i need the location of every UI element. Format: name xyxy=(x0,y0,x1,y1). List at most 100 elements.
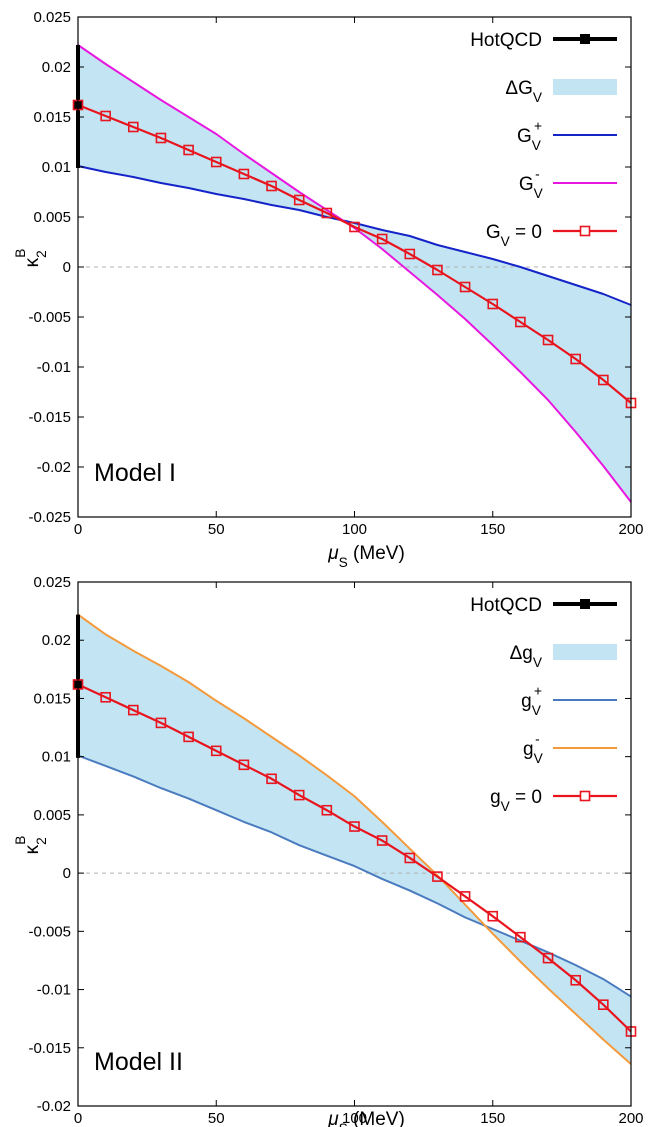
y-tick-label: 0 xyxy=(63,259,71,276)
data-point xyxy=(570,974,582,986)
data-point xyxy=(598,374,609,386)
data-point xyxy=(210,156,222,168)
data-point xyxy=(459,891,471,902)
legend-label: HotQCD xyxy=(470,595,542,616)
legend-entry: ΔgV xyxy=(510,643,617,670)
x-tick-label: 0 xyxy=(74,1110,82,1127)
data-point xyxy=(404,852,416,864)
band-area xyxy=(78,614,631,1065)
model-annotation: Model I xyxy=(94,459,176,487)
legend-label: GV = 0 xyxy=(486,222,542,249)
y-tick-label: 0.025 xyxy=(33,9,71,26)
data-point xyxy=(598,999,609,1010)
data-point xyxy=(238,168,250,180)
legend-marker xyxy=(580,599,590,609)
y-tick-label: 0.01 xyxy=(42,159,71,176)
x-tick-label: 50 xyxy=(208,521,225,538)
data-point xyxy=(515,316,526,328)
x-tick-label: 150 xyxy=(480,521,505,538)
legend-entry: ΔGV xyxy=(505,78,617,105)
legend-entry: HotQCD xyxy=(470,30,617,51)
data-point xyxy=(459,281,471,293)
y-tick-label: -0.015 xyxy=(28,409,71,426)
model-annotation: Model II xyxy=(94,1048,183,1076)
data-point xyxy=(432,871,443,882)
data-point xyxy=(266,773,277,785)
legend-marker xyxy=(579,790,591,802)
legend-swatch xyxy=(553,79,617,95)
legend-entry: GV = 0 xyxy=(486,222,617,249)
y-tick-label: 0.005 xyxy=(33,807,71,824)
x-tick-label: 50 xyxy=(208,1110,225,1127)
chart-panel-1: 0 50 100 150 2000.0250.020.0150.010.0050-0.0… xyxy=(13,9,644,570)
legend-entry: HotQCD xyxy=(470,595,617,616)
data-point xyxy=(321,207,333,219)
y-tick-label: 0.015 xyxy=(33,109,71,126)
y-tick-label: -0.005 xyxy=(28,923,71,940)
data-point xyxy=(293,194,305,206)
data-point xyxy=(128,704,139,716)
data-point xyxy=(487,298,499,310)
y-axis-label: κ2B xyxy=(13,249,48,268)
y-tick-label: 0.005 xyxy=(33,209,71,226)
legend-entry: gV+ xyxy=(521,683,617,718)
y-tick-label: -0.02 xyxy=(37,1098,71,1115)
x-tick-label: 100 xyxy=(342,521,367,538)
legend-label: GV- xyxy=(519,166,544,200)
legend-swatch xyxy=(553,644,617,660)
data-point xyxy=(266,180,277,192)
data-point xyxy=(376,233,388,245)
x-tick-label: 200 xyxy=(618,1110,643,1127)
y-axis-label: κ2B xyxy=(13,836,48,855)
legend-label: gV- xyxy=(523,731,544,765)
data-point xyxy=(570,353,582,365)
y-tick-label: -0.01 xyxy=(37,359,71,376)
data-point xyxy=(432,264,443,276)
series-line-main xyxy=(77,103,632,404)
data-point xyxy=(210,745,222,757)
data-point xyxy=(128,121,139,133)
legend-label: HotQCD xyxy=(470,30,542,51)
data-point xyxy=(100,691,111,703)
x-tick-label: 0 xyxy=(74,521,82,538)
data-point xyxy=(183,144,194,156)
y-tick-label: -0.01 xyxy=(37,982,71,999)
y-tick-label: 0.025 xyxy=(33,574,71,591)
legend-entry: GV- xyxy=(519,166,617,201)
band-area xyxy=(78,45,631,502)
data-point xyxy=(376,835,388,846)
data-point xyxy=(349,821,360,832)
y-tick-label: -0.015 xyxy=(28,1040,71,1057)
y-tick-label: -0.005 xyxy=(28,309,71,326)
legend-marker xyxy=(579,225,591,237)
legend-label: gV = 0 xyxy=(490,787,542,814)
data-point xyxy=(238,759,250,771)
y-tick-label: 0.01 xyxy=(42,749,71,766)
series-line-lower xyxy=(77,613,632,1065)
y-tick-label: 0.02 xyxy=(42,632,71,649)
data-point xyxy=(404,248,416,260)
y-tick-label: -0.025 xyxy=(28,509,71,526)
legend-label: GV+ xyxy=(517,118,542,152)
y-tick-label: -0.02 xyxy=(37,459,71,476)
data-point xyxy=(349,221,360,233)
legend-entry: gV- xyxy=(523,731,617,766)
data-point xyxy=(542,334,554,346)
data-point xyxy=(293,789,305,801)
x-axis-label: μS (MeV) xyxy=(327,1109,405,1127)
legend-label: gV+ xyxy=(521,683,542,717)
x-axis-label: μS (MeV) xyxy=(327,543,405,570)
data-point xyxy=(321,804,333,816)
legend-entry: gV = 0 xyxy=(490,787,617,814)
y-tick-label: 0 xyxy=(63,865,71,882)
data-point xyxy=(100,110,111,122)
legend-label: ΔGV xyxy=(505,78,542,105)
legend-marker xyxy=(580,34,590,44)
x-tick-label: 200 xyxy=(618,521,643,538)
x-tick-label: 150 xyxy=(480,1110,505,1127)
legend-label: ΔgV xyxy=(510,643,543,670)
data-point xyxy=(155,132,167,144)
chart-panel-2: 0 50 100 150 2000.0250.020.0150.010.0050-0.0… xyxy=(13,574,644,1127)
data-point xyxy=(155,717,167,729)
